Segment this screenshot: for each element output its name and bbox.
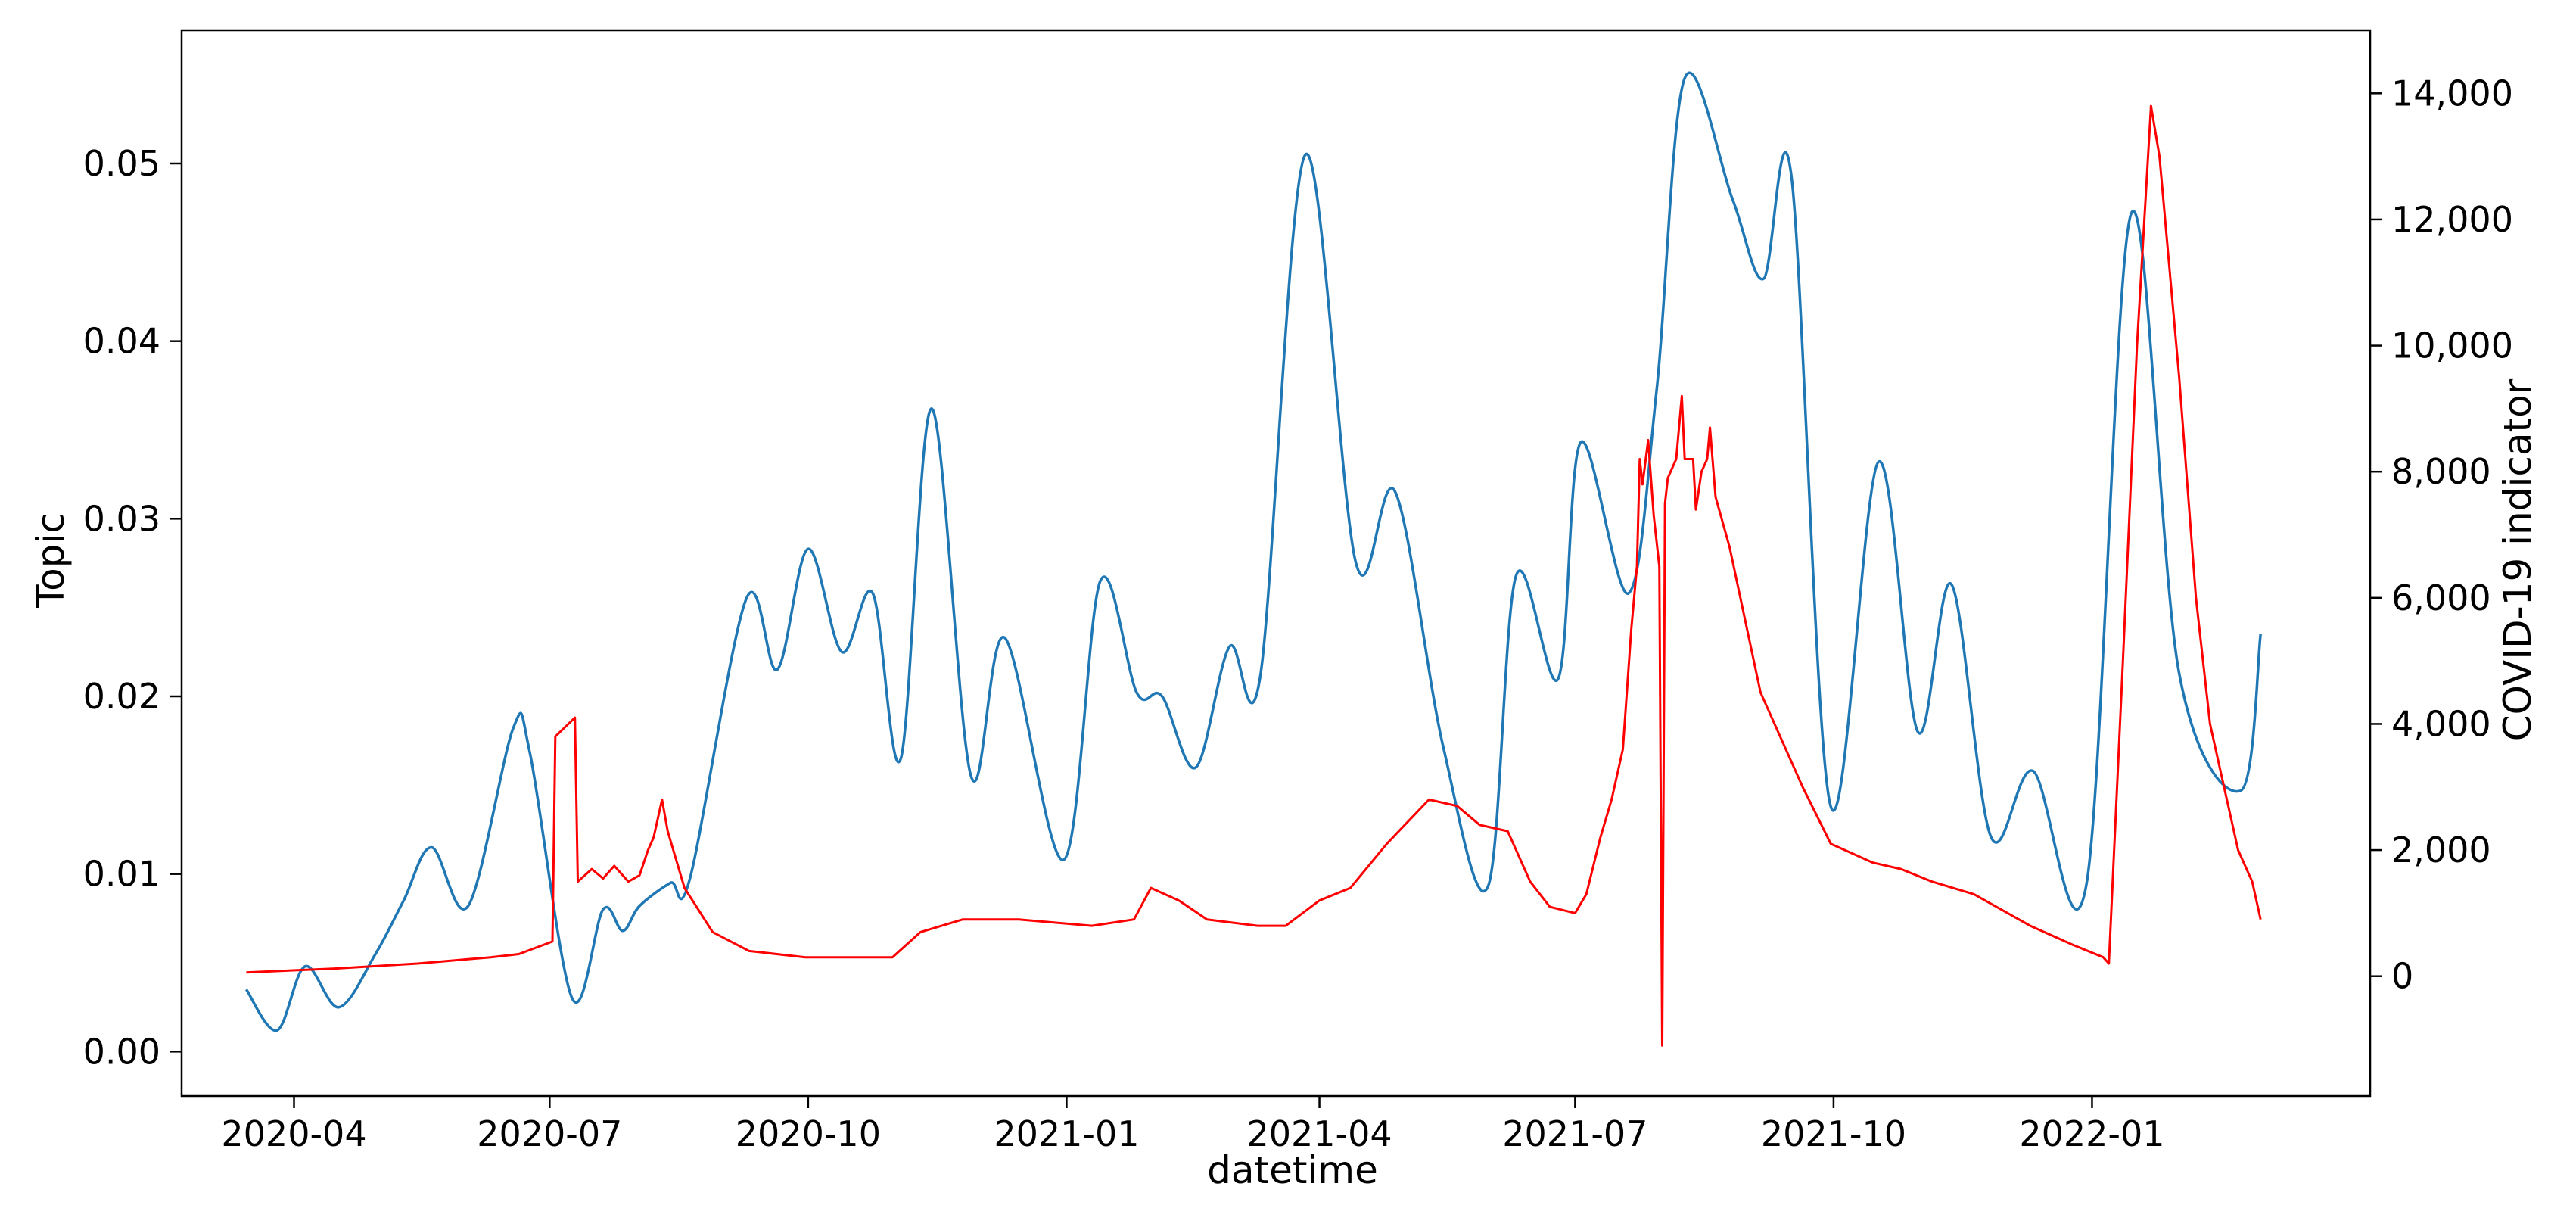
x-tick-label: 2022-01 [2019, 1113, 2164, 1154]
series-line-topic [244, 71, 2262, 1032]
y-left-tick-label: 0.03 [83, 498, 160, 539]
x-tick-label: 2021-01 [994, 1113, 1139, 1154]
y-right-tick-label: 10,000 [2391, 325, 2513, 366]
y-right-tick-label: 8,000 [2391, 451, 2491, 492]
y-axis-right-ticks: 0 2,000 4,000 6,000 8,000 10,000 12,000 14,000 [2370, 73, 2513, 997]
y-left-tick-label: 0.01 [83, 854, 160, 895]
x-tick-label: 2021-10 [1761, 1113, 1906, 1154]
x-tick-label: 2021-04 [1246, 1113, 1392, 1154]
y-left-tick-label: 0.02 [83, 676, 160, 717]
y-left-tick-label: 0.05 [83, 143, 160, 184]
x-axis-ticks: 2020-04 2020-07 2020-10 2021-01 2021-04 2021-… [221, 1096, 2165, 1154]
x-tick-label: 2020-10 [736, 1113, 881, 1154]
y-right-tick-label: 6,000 [2391, 578, 2491, 618]
series-line-covid [246, 104, 2262, 1047]
y-axis-left-ticks: 0.00 0.01 0.02 0.03 0.04 0.05 [83, 143, 182, 1072]
x-axis-label: datetime [1207, 1148, 1378, 1192]
plot-frame [180, 29, 2372, 1098]
y-left-tick-label: 0.04 [83, 321, 160, 362]
y-left-tick-label: 0.00 [83, 1031, 160, 1072]
y-right-tick-label: 2,000 [2391, 830, 2491, 870]
x-tick-label: 2021-07 [1502, 1113, 1647, 1154]
series-layer [244, 71, 2262, 1047]
y-axis-left-label: Topic [29, 512, 73, 609]
x-tick-label: 2020-04 [221, 1113, 366, 1154]
y-right-tick-label: 14,000 [2391, 73, 2513, 114]
axes-frame [180, 29, 2372, 1098]
y-right-tick-label: 0 [2391, 956, 2413, 997]
y-axis-right-label: COVID-19 indicator [2496, 378, 2540, 741]
y-right-tick-label: 4,000 [2391, 703, 2491, 744]
y-right-tick-label: 12,000 [2391, 199, 2513, 240]
x-tick-label: 2020-07 [477, 1113, 622, 1154]
